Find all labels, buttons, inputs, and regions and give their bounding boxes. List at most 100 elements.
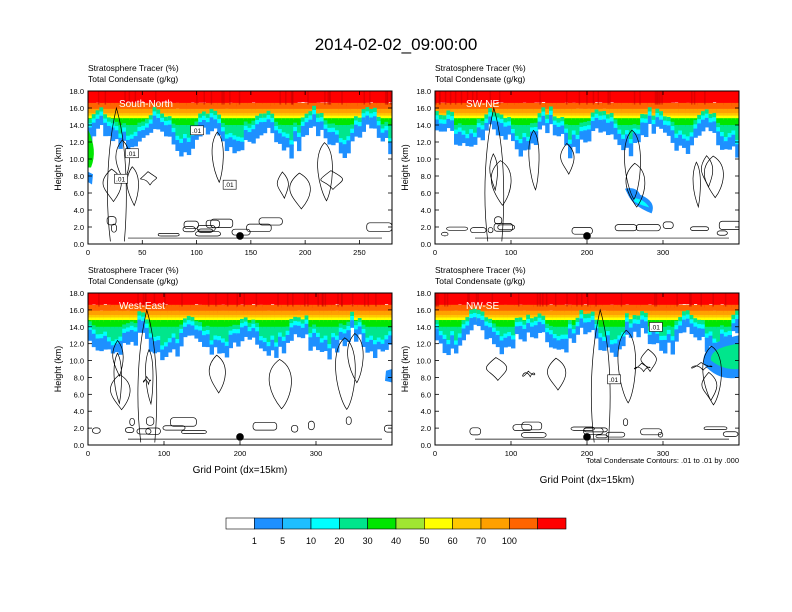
tracer-streak [659,91,661,105]
tracer-cell [224,118,230,127]
tracer-cell [114,113,119,118]
tracer-cell [670,304,675,313]
tracer-cell [568,293,573,305]
tracer-cell [137,113,142,118]
tracer-cell [118,293,123,306]
tracer-cell [503,118,508,124]
tracer-cell [285,314,290,320]
tracer-cell [685,293,691,305]
tracer-cell [167,310,173,317]
tracer-cell [708,310,713,317]
tracer-cell [693,314,698,320]
tracer-cell [323,91,328,103]
tracer-cell [457,326,463,335]
tracer-cell [126,102,131,110]
tracer-cell [164,293,169,305]
tracer-cell [107,310,112,317]
tracer-cell [575,314,580,320]
tracer-cell [613,304,618,313]
tracer-cell [202,115,207,122]
tracer-cell [545,108,550,115]
tracer-cell [167,304,173,313]
tracer-cell [384,310,389,317]
tracer-cell [442,317,447,322]
panel-label-tracer: Stratosphere Tracer (%) [88,63,179,73]
tracer-cell [285,102,290,110]
tracer-cell [446,114,451,121]
tracer-cell [114,91,119,105]
tracer-cell [110,293,116,308]
tracer-streak [466,91,469,105]
condensate-contour [470,227,487,234]
tracer-cell [704,310,710,317]
tracer-cell [480,118,485,122]
tracer-cell [636,118,641,127]
condensate-contour [320,170,343,190]
tracer-cell [183,314,188,320]
tracer-cell [380,293,385,308]
tracer-streak [700,293,702,307]
tracer-cell [484,108,489,115]
tracer-cell [270,117,275,124]
tracer-cell [461,108,466,115]
tracer-cell [435,111,440,117]
tracer-cell [129,325,135,332]
tracer-cell [289,304,294,312]
tracer-cell [438,304,444,313]
tracer-cell [228,102,233,110]
tracer-cell [617,304,622,312]
tracer-streak [435,91,437,105]
tracer-cell [373,304,378,314]
tracer-cell [560,310,565,317]
tracer-cell [312,314,317,320]
tracer-cell [240,327,245,342]
tracer-cell [666,320,672,327]
tracer-cell [644,114,649,120]
tracer-cell [281,317,287,322]
tracer-streak [367,293,370,307]
tracer-cell [716,115,721,120]
tracer-cell [384,102,389,111]
tracer-cell [103,304,108,312]
tracer-cell [331,293,336,307]
tracer-cell [511,115,516,120]
tracer-cell [647,304,653,313]
tracer-cell [454,340,459,347]
tracer-cell [682,293,687,305]
tracer-cell [461,304,466,313]
tracer-cell [545,328,550,334]
tracer-cell [346,321,351,327]
tracer-cell [190,135,195,149]
tracer-cell [156,317,161,322]
tracer-cell [342,108,347,115]
tracer-cell [575,118,580,127]
tracer-cell [285,118,290,127]
tracer-cell [240,91,245,106]
tracer-streak [661,91,663,105]
tracer-streak [277,293,279,307]
tracer-cell [518,115,523,120]
tracer-cell [118,133,123,140]
tracer-cell [308,320,313,329]
tracer-cell [727,330,732,337]
tracer-cell [300,91,306,103]
tracer-cell [723,136,729,143]
tracer-cell [148,317,154,322]
y-tick-label: 12.0 [416,138,431,147]
tracer-cell [91,325,97,331]
tracer-cell [640,293,645,307]
tracer-cell [549,110,554,117]
tracer-cell [625,91,630,107]
tracer-cell [594,328,599,339]
tracer-cell [659,119,664,129]
tracer-cell [594,304,599,312]
tracer-cell [674,125,679,135]
tracer-cell [133,125,138,133]
tracer-cell [689,323,694,335]
tracer-cell [617,293,622,307]
tracer-streak [578,91,581,105]
tracer-cell [465,108,470,115]
tracer-cell [693,113,698,118]
tracer-cell [720,304,725,313]
tracer-cell [202,102,207,111]
